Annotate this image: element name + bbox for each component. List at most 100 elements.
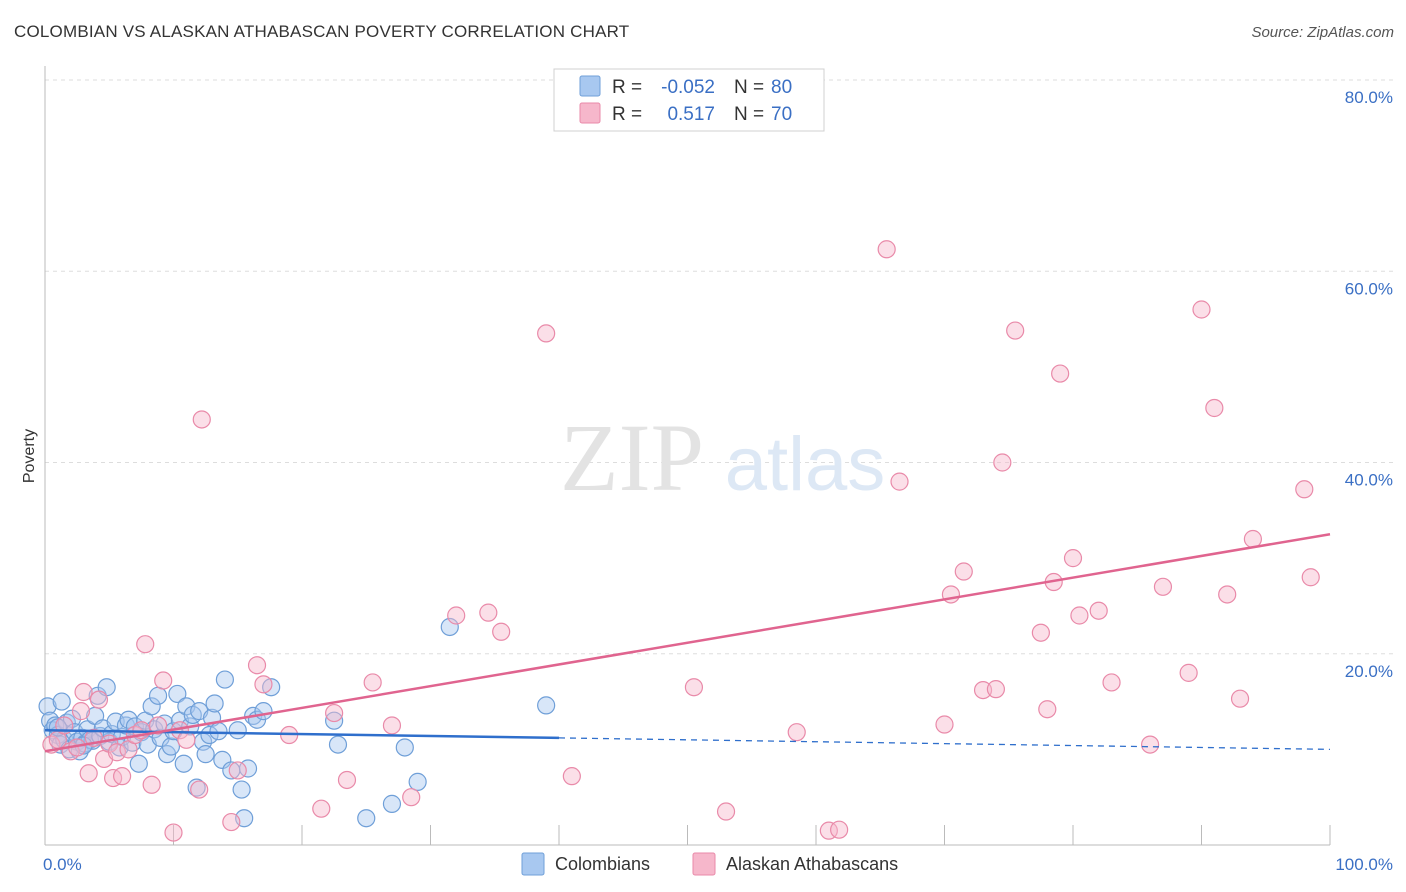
colombians-point-72: [357, 809, 376, 828]
athabascans-point-74: [1301, 568, 1320, 587]
y-tick-label-20: 20.0%: [1345, 662, 1393, 681]
trend-lines: [44, 532, 1331, 753]
athabascans-point-50: [935, 715, 954, 734]
source-label: Source: ZipAtlas.com: [1251, 24, 1394, 41]
athabascans-point-70: [1218, 585, 1237, 604]
colombians-point-63: [232, 780, 251, 799]
athabascans-point-38: [447, 606, 466, 625]
legend-r-value-colombians: -0.052: [661, 77, 715, 98]
athabascans-point-36: [382, 716, 402, 735]
athabascans-point-66: [1153, 577, 1173, 596]
colombians-point-33: [129, 754, 148, 773]
athabascans-point-43: [684, 678, 704, 697]
athabascans-point-26: [192, 410, 211, 429]
athabascans-point-33: [325, 703, 344, 723]
athabascans-point-21: [154, 671, 173, 690]
athabascans-point-47: [830, 820, 849, 839]
y-tick-label-40: 40.0%: [1345, 471, 1393, 490]
colombians-point-75: [408, 772, 427, 791]
athabascans-point-58: [1038, 700, 1057, 719]
athabascans-point-53: [973, 680, 993, 700]
athabascans-point-14: [112, 767, 132, 786]
colombians-point-76: [440, 617, 459, 637]
athabascans-point-27: [222, 812, 241, 832]
athabascans-trend-line: [44, 532, 1331, 753]
athabascans-point-39: [479, 603, 498, 622]
bottom-legend-label-athabascans: Alaskan Athabascans: [726, 854, 898, 874]
athabascans-point-54: [986, 680, 1006, 699]
legend-r-label-colombians: R =: [612, 77, 642, 98]
x-tick-label-max: 100.0%: [1335, 855, 1393, 874]
athabascans-point-32: [312, 799, 331, 818]
athabascans-point-71: [1230, 689, 1250, 708]
athabascans-point-9: [89, 690, 109, 709]
y-axis-title: Poverty: [21, 429, 38, 483]
bottom-legend-swatch-colombians: [521, 852, 545, 876]
colombians-points: [38, 617, 556, 828]
athabascans-point-61: [1063, 549, 1083, 568]
athabascans-point-34: [337, 770, 357, 790]
colombians-point-58: [209, 722, 228, 741]
athabascans-point-28: [228, 761, 247, 780]
athabascans-point-25: [190, 780, 209, 799]
athabascans-point-5: [71, 702, 91, 721]
bottom-legend-label-colombians: Colombians: [555, 854, 650, 874]
athabascans-point-30: [254, 675, 273, 694]
athabascans-point-41: [537, 324, 556, 343]
colombians-point-68: [254, 702, 273, 721]
legend-swatch-colombians: [579, 75, 601, 97]
athabascans-point-29: [247, 656, 267, 675]
athabascans-point-35: [363, 673, 382, 692]
athabascans-point-12: [104, 768, 123, 788]
athabascans-point-45: [787, 723, 806, 742]
legend-r-label-athabascans: R =: [612, 104, 642, 125]
y-tick-label-60: 60.0%: [1345, 279, 1393, 298]
athabascans-point-22: [164, 823, 183, 842]
athabascans-point-56: [1006, 321, 1025, 340]
colombians-point-45: [168, 684, 187, 704]
athabascans-point-48: [877, 240, 896, 259]
athabascans-point-68: [1192, 300, 1211, 319]
colombians-point-43: [161, 737, 181, 756]
colombians-point-59: [213, 750, 232, 769]
athabascans-point-72: [1243, 529, 1263, 549]
athabascans-point-13: [107, 743, 127, 762]
colombians-point-74: [395, 738, 414, 757]
grid-lines: [45, 79, 1395, 655]
top-legend: R = -0.052 N = 80 R = 0.517 N = 70: [553, 68, 825, 132]
bottom-legend-swatch-athabascans: [692, 852, 716, 876]
colombians-point-70: [325, 711, 344, 730]
colombians-point-60: [215, 670, 234, 689]
athabascans-point-55: [993, 453, 1012, 472]
athabascans-point-69: [1205, 398, 1224, 418]
colombians-point-77: [537, 696, 556, 715]
colombians-point-62: [228, 721, 247, 740]
legend-swatch-athabascans: [579, 102, 601, 124]
x-tick-label-min: 0.0%: [43, 855, 82, 874]
athabascans-point-37: [402, 788, 421, 807]
athabascans-point-6: [74, 682, 93, 702]
y-tick-label-80: 80.0%: [1345, 88, 1393, 107]
athabascans-point-44: [716, 802, 736, 821]
legend-n-label-colombians: N =: [734, 77, 764, 98]
colombians-trend-line: [44, 729, 560, 740]
athabascans-point-18: [136, 635, 155, 654]
athabascans-point-40: [492, 622, 511, 641]
colombians-point-47: [174, 754, 193, 773]
legend-n-value-athabascans: 70: [771, 104, 792, 125]
colombians-point-37: [142, 697, 161, 716]
colombians-trend-extension: [558, 737, 1331, 751]
colombians-point-6: [52, 692, 71, 711]
colombians-point-54: [196, 745, 215, 764]
athabascans-point-63: [1089, 601, 1108, 620]
colombians-point-0: [38, 697, 57, 716]
athabascans-point-7: [79, 764, 98, 783]
athabascans-point-52: [954, 562, 973, 581]
colombians-point-71: [328, 735, 348, 754]
athabascans-point-73: [1295, 480, 1314, 499]
athabascans-point-49: [890, 472, 909, 491]
athabascans-point-19: [142, 775, 161, 794]
legend-r-value-athabascans: 0.517: [667, 104, 715, 125]
athabascans-point-65: [1140, 735, 1160, 754]
